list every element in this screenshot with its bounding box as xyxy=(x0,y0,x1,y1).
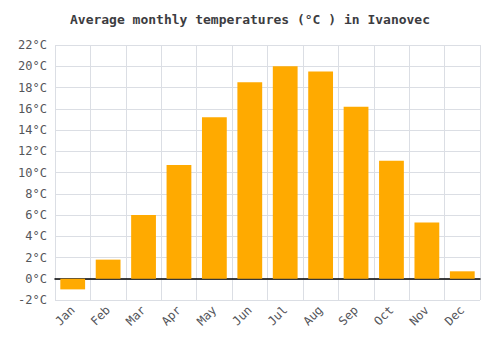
svg-text:12°C: 12°C xyxy=(18,144,47,158)
svg-text:22°C: 22°C xyxy=(18,38,47,52)
svg-text:Aug: Aug xyxy=(300,303,325,328)
svg-text:0°C: 0°C xyxy=(25,272,47,286)
svg-text:Jun: Jun xyxy=(230,303,255,328)
svg-text:4°C: 4°C xyxy=(25,229,47,243)
svg-text:-2°C: -2°C xyxy=(18,293,47,307)
svg-text:14°C: 14°C xyxy=(18,123,47,137)
svg-text:Jan: Jan xyxy=(52,303,77,328)
svg-text:Dec: Dec xyxy=(442,303,467,328)
svg-text:Sep: Sep xyxy=(336,303,361,328)
svg-text:6°C: 6°C xyxy=(25,208,47,222)
svg-text:Feb: Feb xyxy=(88,303,113,328)
svg-text:Average monthly temperatures (: Average monthly temperatures (°C ) in Iv… xyxy=(70,12,430,27)
svg-text:Nov: Nov xyxy=(407,303,432,328)
svg-text:Apr: Apr xyxy=(159,303,184,328)
svg-text:20°C: 20°C xyxy=(18,59,47,73)
svg-text:2°C: 2°C xyxy=(25,251,47,265)
svg-text:Jul: Jul xyxy=(265,303,290,328)
svg-text:Mar: Mar xyxy=(123,303,148,328)
svg-text:8°C: 8°C xyxy=(25,187,47,201)
svg-text:18°C: 18°C xyxy=(18,81,47,95)
svg-text:16°C: 16°C xyxy=(18,102,47,116)
svg-text:May: May xyxy=(194,303,219,328)
svg-text:10°C: 10°C xyxy=(18,166,47,180)
svg-text:Oct: Oct xyxy=(371,303,396,328)
